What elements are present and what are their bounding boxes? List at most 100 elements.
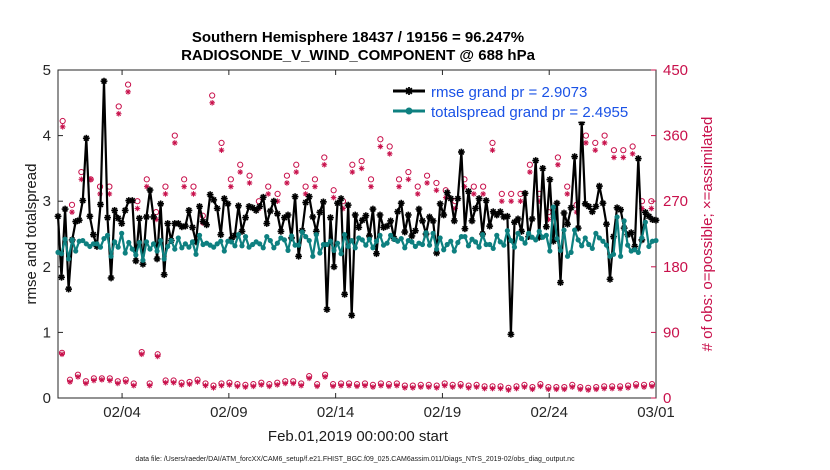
totalspread-point [522,240,528,246]
rmse-point-stroke [274,210,281,217]
obs-possible-marker [367,176,375,183]
obs-assimilated-marker-stroke [107,378,113,383]
rmse-point-stroke [430,217,437,224]
rmse-point-stroke [571,153,578,160]
obs-possible-marker [498,190,505,198]
obs-assimilated-marker-stroke [75,374,81,380]
rmse-point-stroke [115,215,122,222]
totalspread-point [518,235,525,242]
rmse-point-stroke [412,227,419,234]
totalspread-point [288,233,295,239]
obs-assimilated-marker-stroke [602,140,607,146]
rmse-point [560,209,568,217]
totalspread-point [455,239,461,246]
obs-assimilated-marker [641,384,647,390]
obs-possible-marker [143,176,150,183]
obs-assimilated-marker-stroke [617,386,623,391]
obs-assimilated-marker [564,191,571,197]
totalspread-point [568,249,574,255]
obs-assimilated-marker-stroke [471,191,477,197]
totalspread-point [635,249,641,255]
obs-assimilated-marker [370,384,376,390]
rmse-point [532,157,540,164]
rmse-point-stroke [217,231,224,238]
obs-assimilated-marker [620,154,627,161]
rmse-point-stroke [405,212,412,218]
totalspread-point [593,230,599,236]
obs-assimilated-marker [59,351,65,358]
obs-assimilated-marker-stroke [458,384,463,389]
obs-assimilated-marker-stroke [499,198,505,204]
obs-assimilated-marker-stroke [187,381,192,387]
obs-possible-marker [209,92,216,99]
totalspread-point [547,248,553,254]
obs-assimilated-marker-stroke [69,209,75,215]
obs-assimilated-marker-stroke [649,384,655,389]
rmse-point-stroke [86,213,93,220]
obs-possible-marker [274,190,281,198]
rmse-point-stroke [306,193,313,200]
rmse-point-stroke [384,223,391,230]
obs-possible-marker [115,103,122,110]
obs-assimilated-marker [162,191,169,197]
rmse-point [196,203,203,210]
rmse-point [387,217,395,225]
obs-assimilated-marker-stroke [625,385,631,391]
y-axis-left-label: rmse and totalspread [23,164,40,305]
totalspread-point [536,228,542,234]
obs-assimilated-marker-stroke [553,386,559,392]
rmse-point-stroke [221,195,228,202]
obs-possible-marker [181,176,188,183]
rmse-point [273,210,281,218]
totalspread-point [448,238,454,244]
obs-possible-marker [620,147,627,154]
obs-assimilated-marker-stroke [555,162,561,168]
rmse-point-stroke [568,204,575,211]
obs-assimilated-marker-stroke [171,380,176,386]
obs-assimilated-marker-stroke [442,383,448,388]
rmse-point [528,215,536,223]
totalspread-point [359,237,365,243]
rmse-point [468,217,476,225]
rmse-point [100,77,108,85]
obs-assimilated-marker-stroke [418,384,424,390]
obs-assimilated-marker [314,383,320,390]
obs-assimilated-marker-stroke [592,147,598,153]
obs-possible-marker [293,161,300,168]
rmse-point-stroke [539,165,546,172]
rmse-point-stroke [331,263,337,270]
obs-assimilated-marker-stroke [251,384,256,389]
totalspread-point [632,247,638,253]
obs-assimilated-marker [346,382,352,389]
obs-possible-marker [246,172,253,179]
rmse-point [291,193,299,201]
obs-assimilated-marker-stroke [60,124,66,130]
rmse-point-stroke [614,204,621,211]
totalspread-point [476,244,482,250]
obs-assimilated-marker [424,180,430,186]
totalspread-point [313,232,319,238]
rmse-point-stroke [55,213,61,220]
legend-rmse-star [405,87,413,95]
obs-assimilated-marker-stroke [490,386,495,391]
rmse-point [242,214,249,221]
totalspread-point [465,243,472,249]
rmse-point [542,223,550,231]
rmse-point [316,208,324,216]
rmse-point [450,217,458,225]
y-right-tick-label: 450 [663,62,688,79]
totalspread-point [625,242,631,248]
totalspread-point [533,237,539,243]
obs-assimilated-marker [282,380,289,387]
rmse-point [235,202,242,210]
totalspread-point [83,241,89,247]
rmse-point [65,285,73,293]
totalspread-point [133,252,139,258]
rmse-point [454,195,462,202]
rmse-point [104,214,111,221]
rmse-point [411,227,419,235]
obs-assimilated-marker [480,191,486,197]
obs-assimilated-marker-stroke [228,184,234,189]
rmse-point-stroke [589,208,596,215]
legend-spread-marker [405,107,413,115]
